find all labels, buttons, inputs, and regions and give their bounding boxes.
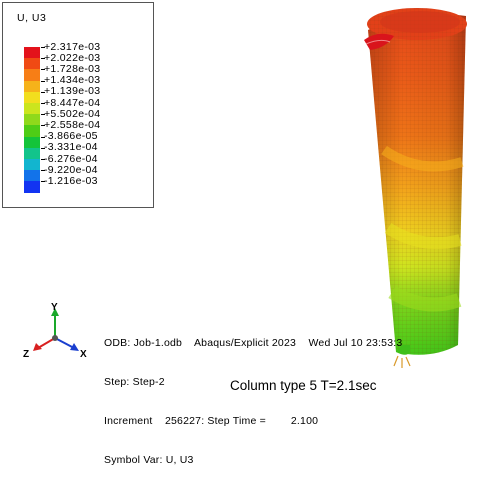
column-body — [368, 13, 466, 355]
legend-swatch — [24, 58, 40, 70]
legend-swatch — [24, 91, 40, 103]
legend-swatch — [24, 147, 40, 159]
contour-legend: U, U3 +2.317e-03 +2.022e-03 +1.728e-03 +1.4… — [2, 2, 154, 208]
legend-swatch — [24, 47, 40, 59]
legend-value: -9.220e-04 — [44, 163, 98, 176]
step-info-line: Step: Step-2 — [104, 376, 165, 388]
legend-value: -1.216e-03 — [44, 174, 98, 187]
odb-info-line: ODB: Job-1.odb Abaqus/Explicit 2023 Wed … — [104, 337, 403, 349]
legend-title: U, U3 — [17, 12, 47, 24]
legend-value: -3.331e-04 — [44, 141, 98, 154]
legend-value: +2.558e-04 — [44, 118, 101, 131]
legend-tick — [41, 58, 45, 60]
job-info-block: ODB: Job-1.odb Abaqus/Explicit 2023 Wed … — [104, 311, 402, 480]
legend-tick — [41, 125, 45, 127]
legend-swatch — [24, 80, 40, 92]
legend-swatch — [24, 69, 40, 81]
legend-value: -6.276e-04 — [44, 152, 98, 165]
legend-value: +2.317e-03 — [44, 40, 101, 53]
legend-swatch — [24, 170, 40, 182]
legend-tick — [41, 136, 45, 138]
triad-z-label: Z — [23, 349, 29, 360]
legend-tick — [41, 47, 45, 48]
legend-tick — [41, 69, 45, 71]
legend-tick — [41, 114, 45, 116]
column-base — [393, 345, 411, 368]
legend-tick — [41, 159, 45, 160]
legend-value: +2.022e-03 — [44, 51, 101, 64]
legend-value: +1.139e-03 — [44, 85, 101, 98]
legend-tick — [41, 170, 45, 172]
legend-swatch — [24, 125, 40, 137]
legend-swatch — [24, 181, 40, 193]
axis-triad: Y Z X — [23, 302, 87, 360]
legend-value: +8.447e-04 — [44, 96, 101, 109]
legend-swatch — [24, 136, 40, 148]
legend-value: +5.502e-04 — [44, 107, 101, 120]
legend-tick — [41, 91, 45, 93]
legend-value: +1.728e-03 — [44, 62, 101, 75]
legend-value: -3.866e-05 — [44, 130, 98, 143]
legend-swatch — [24, 103, 40, 115]
legend-tick — [41, 80, 45, 82]
figure-caption: Column type 5 T=2.1sec — [230, 378, 377, 393]
legend-tick — [41, 147, 45, 149]
legend-swatch — [24, 114, 40, 126]
legend-value: +1.434e-03 — [44, 74, 101, 87]
triad-x-label: X — [80, 349, 87, 360]
increment-info-line: Increment 256227: Step Time = 2.100 — [104, 415, 319, 427]
legend-swatch — [24, 159, 40, 171]
triad-y-label: Y — [51, 302, 58, 313]
column-model — [364, 8, 467, 368]
legend-tick — [41, 181, 45, 183]
column-top-cap — [364, 8, 467, 50]
symbol-var-line: Symbol Var: U, U3 — [104, 454, 194, 466]
legend-tick — [41, 103, 45, 104]
